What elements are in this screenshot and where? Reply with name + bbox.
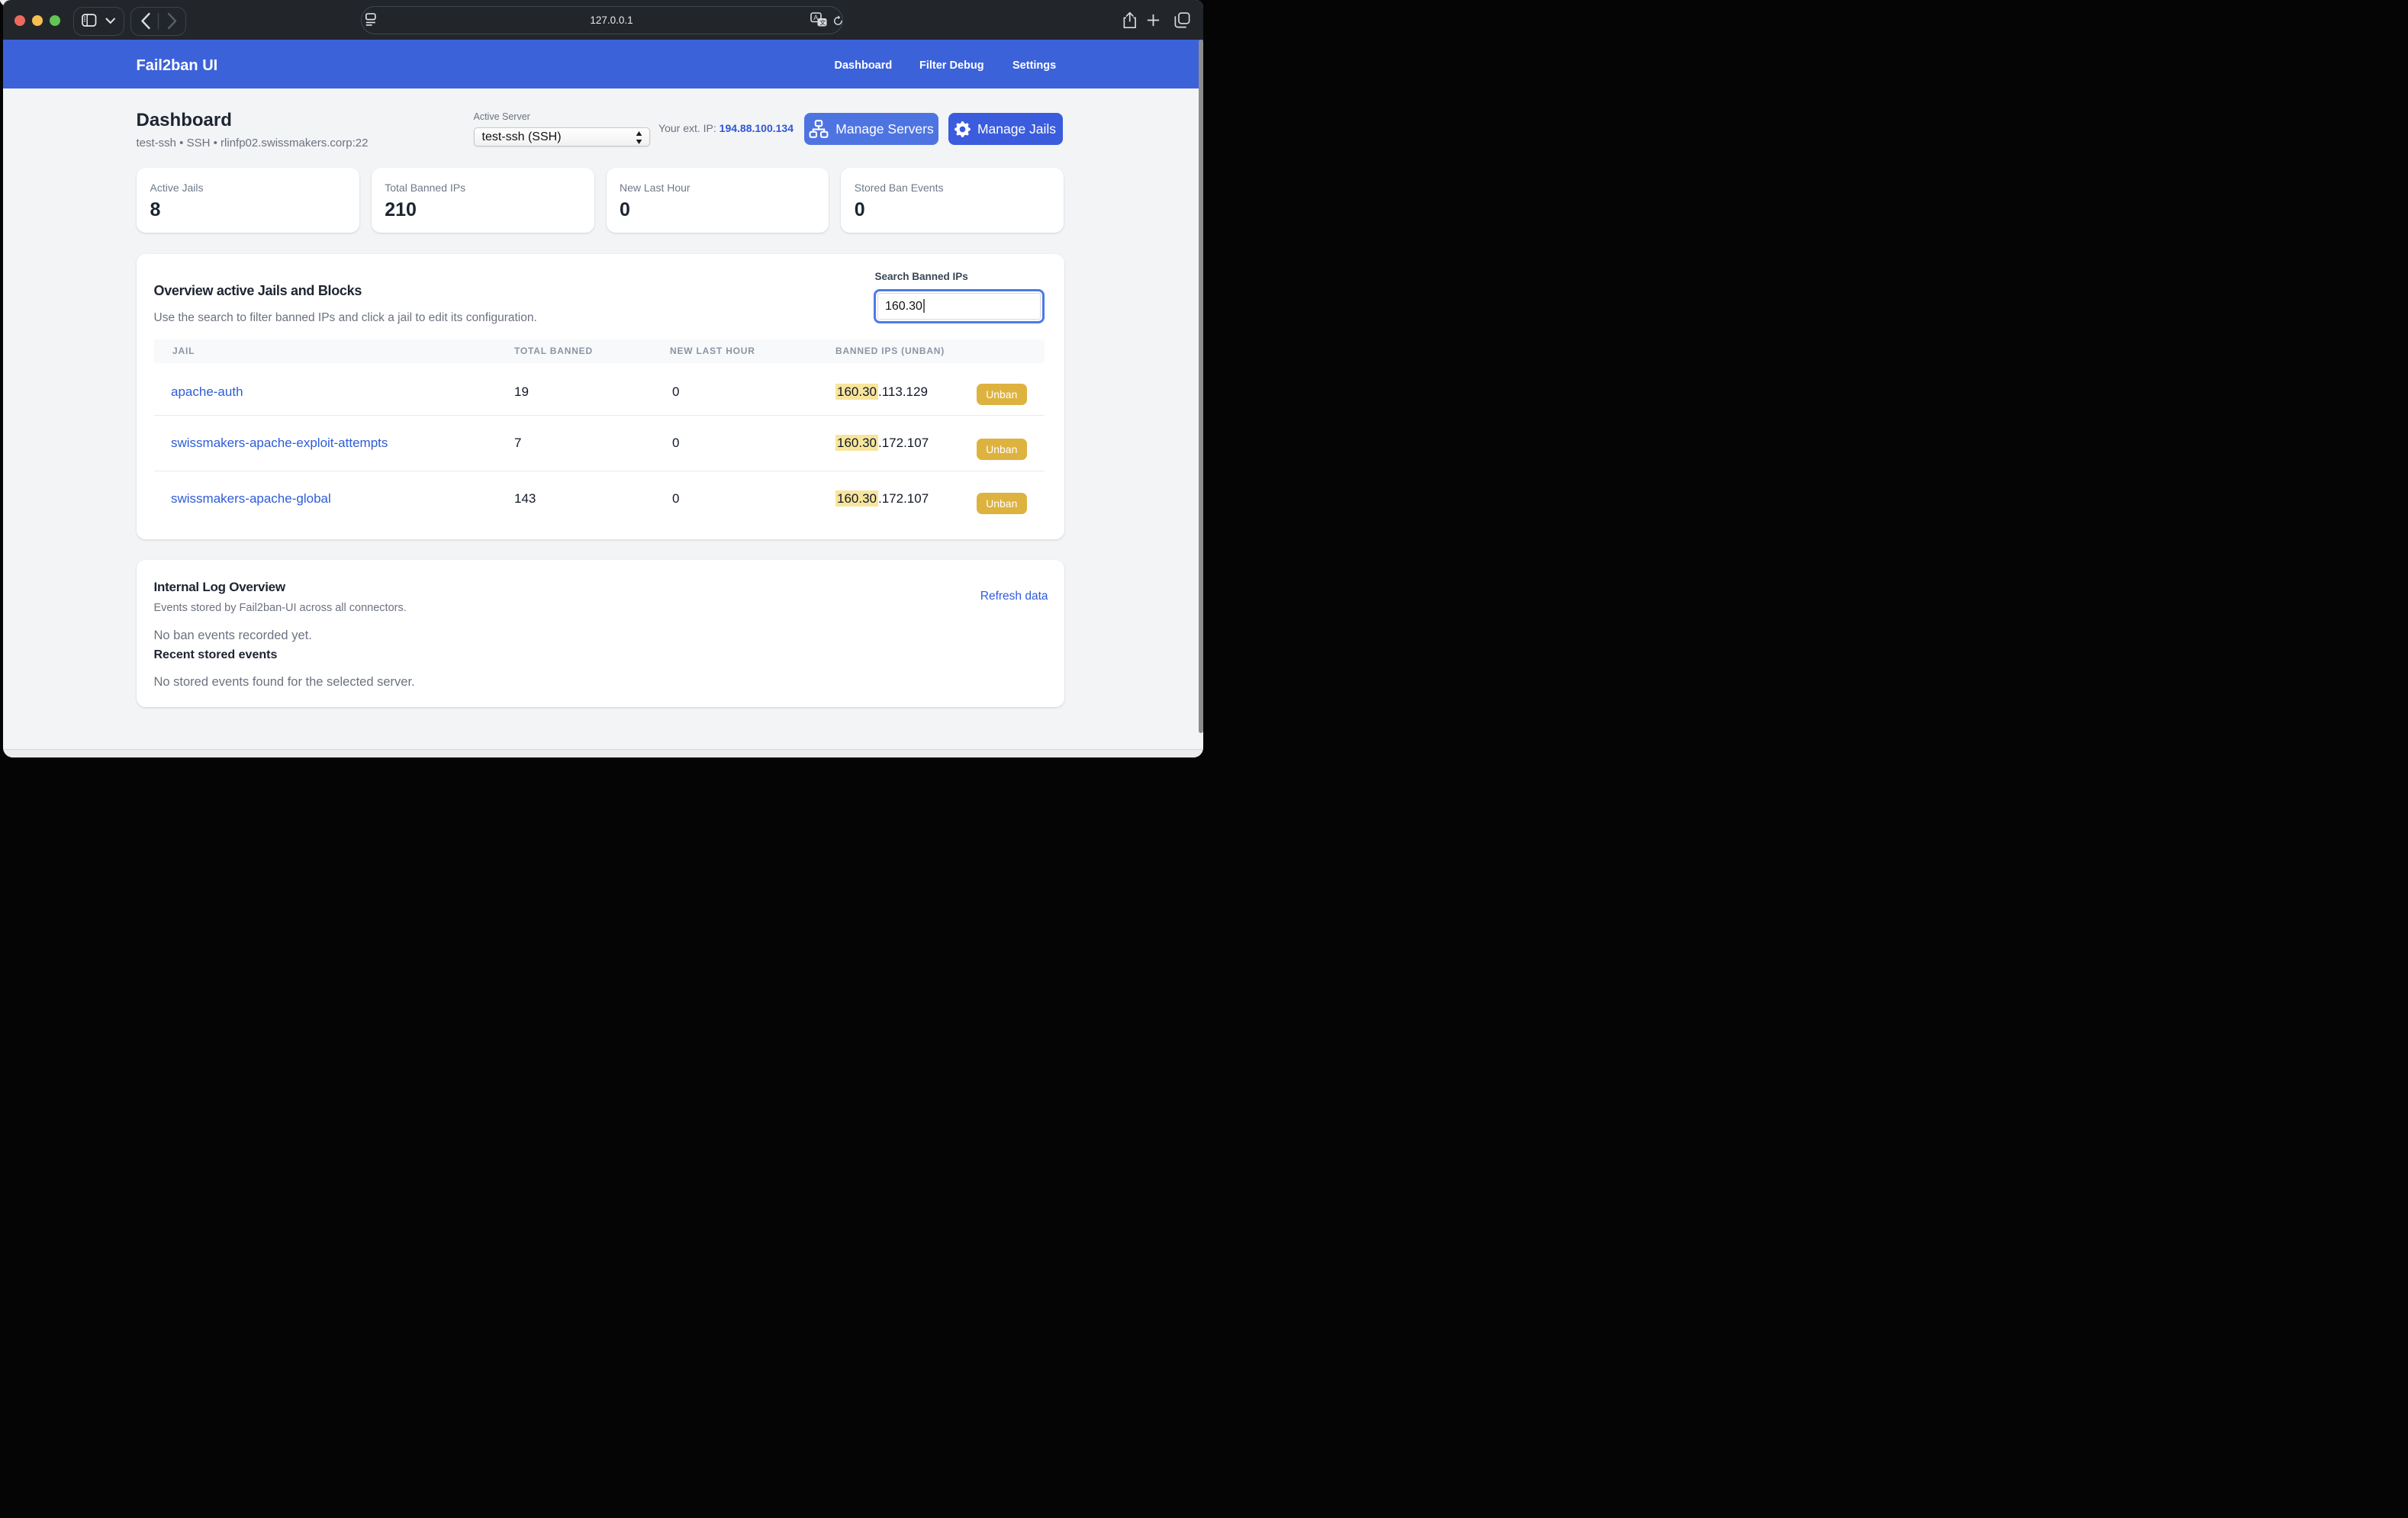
svg-text:文: 文 (819, 19, 826, 27)
svg-text:A: A (813, 14, 818, 21)
